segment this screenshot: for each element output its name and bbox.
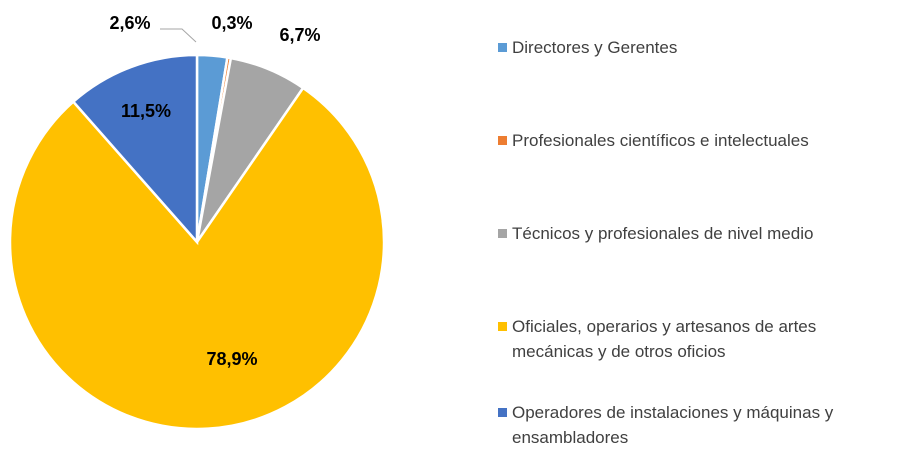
- legend-label: Directores y Gerentes: [512, 38, 678, 57]
- legend-label: Oficiales, operarios y artesanos de arte…: [512, 317, 817, 361]
- legend-swatch: [498, 322, 507, 331]
- data-label: 2,6%: [109, 13, 150, 33]
- legend-label: Técnicos y profesionales de nivel medio: [512, 224, 814, 243]
- legend-item: Profesionales científicos e intelectuale…: [498, 128, 903, 153]
- data-label: 6,7%: [279, 25, 320, 45]
- pie-slice: [71, 53, 199, 246]
- legend-item: Técnicos y profesionales de nivel medio: [498, 221, 903, 246]
- data-label: 78,9%: [206, 349, 257, 369]
- legend-swatch: [498, 43, 507, 52]
- legend-label: Profesionales científicos e intelectuale…: [512, 131, 809, 150]
- pie-slice: [8, 86, 386, 431]
- legend-swatch: [498, 408, 507, 417]
- legend-swatch: [498, 229, 507, 238]
- legend-item: Operadores de instalaciones y máquinas y…: [498, 400, 913, 449]
- leader-line: [160, 28, 197, 43]
- legend-swatch: [498, 136, 507, 145]
- legend-label: Operadores de instalaciones y máquinas y…: [512, 403, 834, 447]
- legend-item: Oficiales, operarios y artesanos de arte…: [498, 314, 858, 364]
- data-label: 11,5%: [121, 101, 171, 121]
- legend-item: Directores y Gerentes: [498, 35, 903, 60]
- data-label: 0,3%: [211, 13, 252, 33]
